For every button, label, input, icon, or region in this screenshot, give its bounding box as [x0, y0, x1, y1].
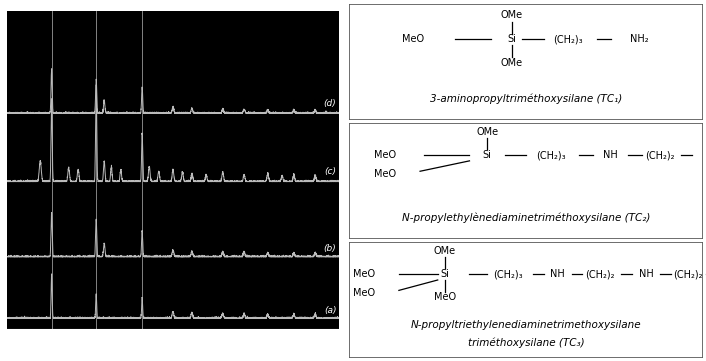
- Text: (b): (b): [324, 244, 337, 253]
- Text: N-propyltriethylenediaminetrimethoxysilane: N-propyltriethylenediaminetrimethoxysila…: [411, 320, 641, 330]
- Text: NH: NH: [551, 269, 565, 279]
- Text: MeO: MeO: [352, 269, 375, 279]
- X-axis label: 2θ / °: 2θ / °: [159, 349, 187, 359]
- Y-axis label: Intensity / a.u.: Intensity / a.u.: [0, 134, 1, 205]
- Text: Si: Si: [483, 150, 491, 160]
- Text: MeO: MeO: [373, 150, 396, 160]
- Text: MeO: MeO: [433, 292, 456, 302]
- Text: (CH₂)₃: (CH₂)₃: [554, 34, 583, 44]
- Text: Si: Si: [508, 34, 516, 44]
- Text: triméthoxysilane (TC₃): triméthoxysilane (TC₃): [467, 337, 585, 348]
- Text: Si: Si: [441, 269, 449, 279]
- Text: OMe: OMe: [501, 57, 523, 68]
- Text: OMe: OMe: [433, 246, 456, 256]
- Text: NH₂: NH₂: [630, 34, 648, 44]
- Text: NH: NH: [604, 150, 618, 160]
- Text: (a): (a): [324, 306, 337, 315]
- Text: OMe: OMe: [501, 10, 523, 20]
- Text: 3-aminopropyltriméthoxysilane (TC₁): 3-aminopropyltriméthoxysilane (TC₁): [430, 93, 622, 104]
- Text: (d): (d): [324, 99, 337, 108]
- Text: MeO: MeO: [402, 34, 424, 44]
- Text: N-propylethylènediaminetriméthoxysilane (TC₂): N-propylethylènediaminetriméthoxysilane …: [402, 212, 650, 223]
- Text: (c): (c): [325, 167, 337, 176]
- Text: (CH₂)₂: (CH₂)₂: [674, 269, 703, 279]
- Text: (CH₂)₂: (CH₂)₂: [645, 150, 675, 160]
- Text: MeO: MeO: [352, 288, 375, 298]
- Text: MeO: MeO: [373, 169, 396, 179]
- Text: (CH₂)₃: (CH₂)₃: [493, 269, 523, 279]
- Text: (CH₂)₃: (CH₂)₃: [536, 150, 566, 160]
- Text: NH: NH: [639, 269, 653, 279]
- Text: (CH₂)₂: (CH₂)₂: [585, 269, 615, 279]
- Text: OMe: OMe: [476, 127, 498, 137]
